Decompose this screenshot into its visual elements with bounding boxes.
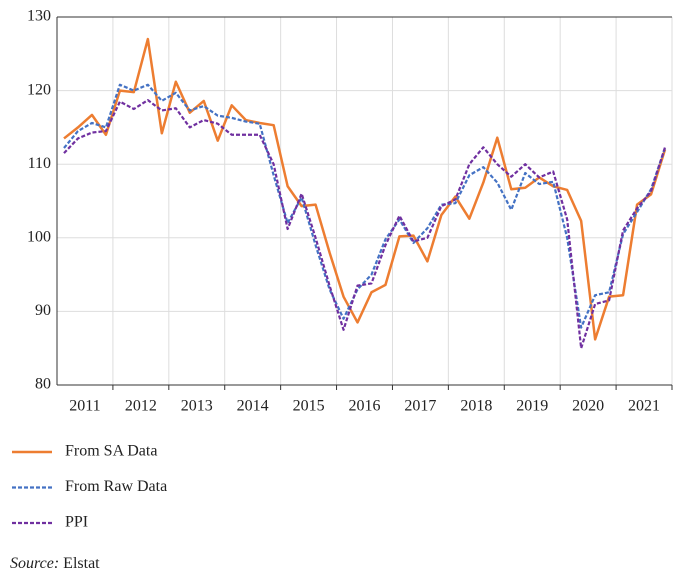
series-line bbox=[63, 99, 667, 350]
y-tick-label: 130 bbox=[27, 8, 51, 25]
x-tick-label: 2019 bbox=[516, 398, 548, 415]
y-tick-label: 80 bbox=[35, 376, 51, 393]
y-tick-label: 90 bbox=[35, 302, 51, 319]
legend-label: From SA Data bbox=[65, 443, 157, 460]
series-line bbox=[63, 83, 667, 329]
legend-label: PPI bbox=[65, 514, 88, 531]
x-tick-label: 2016 bbox=[349, 398, 381, 415]
x-tick-label: 2012 bbox=[125, 398, 157, 415]
x-tick-label: 2017 bbox=[404, 398, 436, 415]
x-tick-label: 2018 bbox=[460, 398, 492, 415]
legend-label: From Raw Data bbox=[65, 478, 167, 495]
x-tick-label: 2011 bbox=[69, 398, 100, 415]
y-tick-label: 120 bbox=[27, 81, 51, 98]
source-label: Source: bbox=[10, 555, 59, 572]
series-line bbox=[63, 37, 667, 341]
y-tick-label: 100 bbox=[27, 228, 51, 245]
x-tick-label: 2020 bbox=[572, 398, 604, 415]
source-text: Elstat bbox=[63, 555, 100, 572]
y-tick-label: 110 bbox=[28, 155, 51, 172]
x-tick-label: 2021 bbox=[628, 398, 660, 415]
x-tick-label: 2014 bbox=[237, 398, 269, 415]
source: Source: Elstat bbox=[10, 555, 100, 572]
x-tick-label: 2013 bbox=[181, 398, 213, 415]
x-tick-label: 2015 bbox=[293, 398, 325, 415]
